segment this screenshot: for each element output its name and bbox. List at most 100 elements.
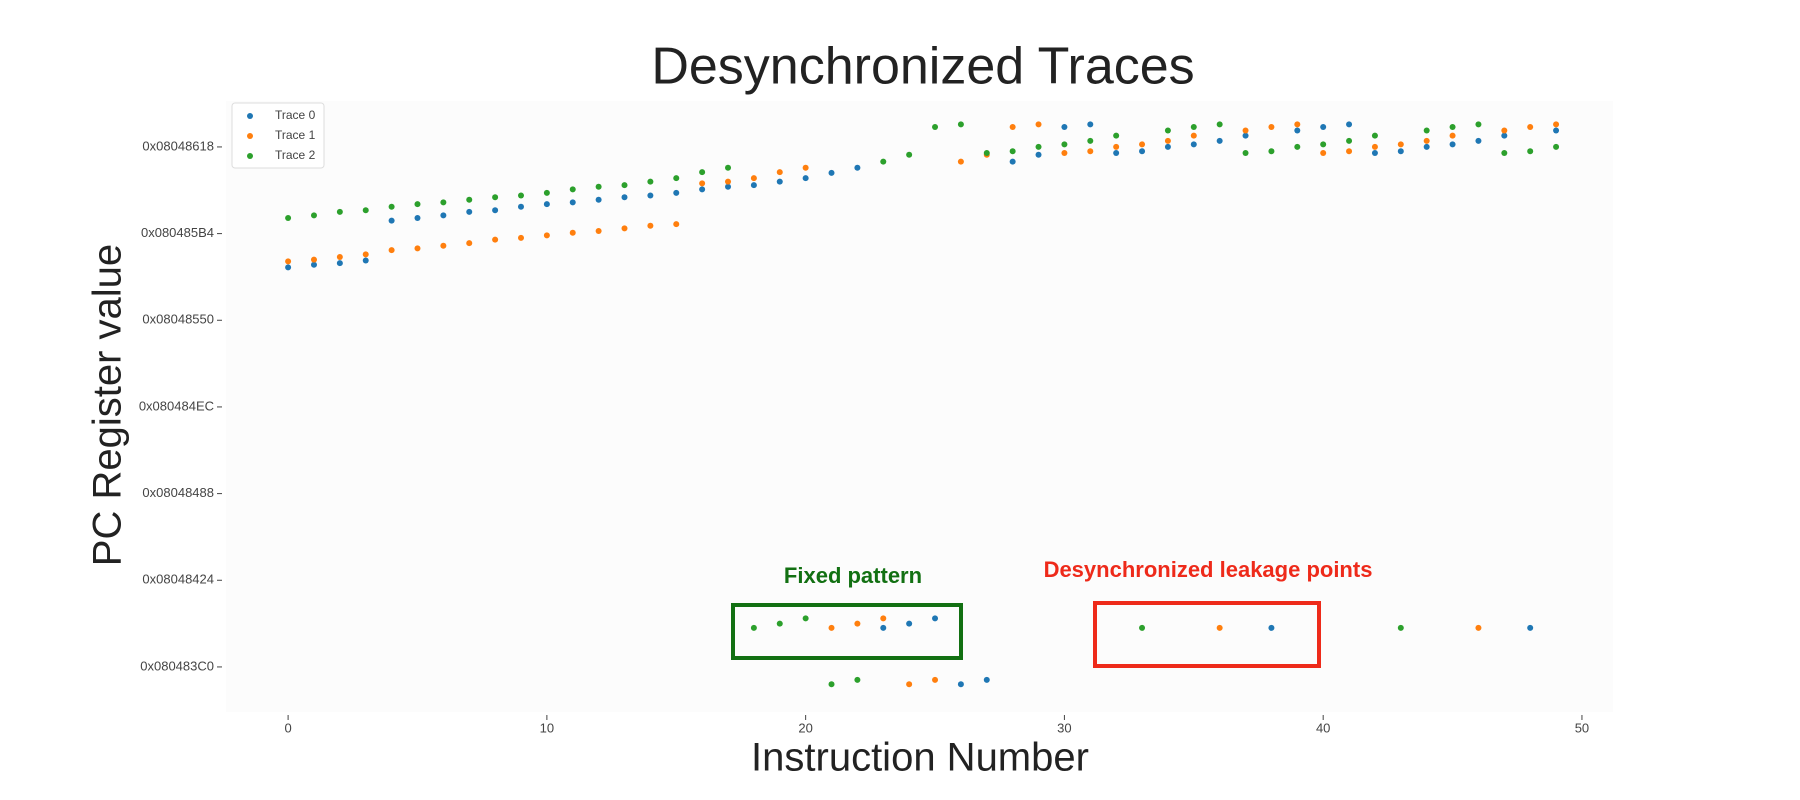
point	[517, 203, 524, 210]
point	[1527, 148, 1534, 155]
point	[388, 217, 395, 224]
point	[569, 229, 576, 236]
point	[1371, 150, 1378, 156]
point	[880, 158, 887, 165]
point	[595, 183, 602, 190]
point	[466, 196, 473, 203]
point	[983, 676, 990, 683]
point	[336, 260, 343, 267]
point	[414, 215, 421, 221]
point	[1009, 148, 1016, 155]
point	[957, 158, 964, 165]
point	[1164, 137, 1171, 144]
point	[932, 124, 939, 130]
point	[750, 175, 757, 182]
point	[725, 183, 732, 190]
x-tick-label: 20	[798, 720, 812, 735]
legend-box	[231, 102, 325, 169]
point	[1113, 143, 1120, 150]
point	[1423, 127, 1430, 134]
point	[492, 236, 499, 243]
point	[1423, 137, 1430, 144]
point	[725, 164, 732, 171]
point	[802, 175, 809, 182]
point	[362, 257, 369, 264]
point	[466, 240, 473, 247]
point	[1035, 151, 1042, 158]
point	[440, 199, 447, 206]
point	[828, 169, 835, 176]
point	[750, 182, 757, 189]
point	[336, 254, 343, 260]
point	[699, 180, 706, 187]
point	[1346, 121, 1353, 128]
point	[854, 620, 861, 627]
point	[1061, 141, 1068, 148]
point	[1009, 124, 1016, 130]
point	[621, 225, 628, 232]
point	[1164, 127, 1171, 134]
legend-label: Trace 0	[275, 108, 316, 122]
point	[880, 624, 887, 631]
x-tick-label: 40	[1316, 720, 1330, 735]
point	[492, 194, 499, 201]
point	[1294, 127, 1301, 134]
legend-marker	[247, 113, 253, 119]
point	[1242, 150, 1249, 156]
point	[1320, 141, 1327, 148]
point	[1139, 624, 1146, 631]
point	[673, 189, 680, 196]
point	[362, 207, 369, 214]
point	[1501, 127, 1508, 134]
point	[1139, 141, 1146, 148]
point	[906, 681, 913, 688]
point	[647, 192, 654, 199]
point	[1553, 121, 1560, 128]
point	[388, 203, 395, 210]
point	[1423, 143, 1430, 150]
point	[310, 256, 317, 263]
point	[1216, 137, 1223, 144]
point	[1449, 124, 1456, 130]
point	[1061, 124, 1068, 130]
point	[1087, 137, 1094, 144]
point	[1320, 124, 1327, 130]
point	[906, 151, 913, 158]
x-tick-label: 0	[284, 720, 291, 735]
point	[1035, 143, 1042, 150]
point	[310, 261, 317, 268]
point	[776, 169, 783, 176]
point	[1501, 150, 1508, 156]
point	[1475, 624, 1482, 631]
point	[621, 182, 628, 189]
point	[1009, 158, 1016, 165]
point	[699, 169, 706, 176]
x-tick-label: 50	[1575, 720, 1589, 735]
point	[854, 676, 861, 683]
point	[1190, 132, 1197, 139]
point	[1113, 132, 1120, 139]
point	[440, 242, 447, 249]
point	[1346, 148, 1353, 155]
point	[1164, 143, 1171, 150]
point	[543, 189, 550, 196]
point	[932, 676, 939, 683]
legend-label: Trace 2	[275, 148, 316, 162]
legend-marker	[247, 153, 253, 159]
annotation-box	[1093, 601, 1321, 668]
point	[1190, 141, 1197, 148]
point	[1061, 150, 1068, 156]
point	[1501, 132, 1508, 139]
point	[1449, 141, 1456, 148]
point	[1449, 132, 1456, 139]
point	[414, 201, 421, 208]
point	[1216, 121, 1223, 128]
point	[802, 615, 809, 622]
y-tick-label: 0x08048424	[142, 572, 214, 587]
point	[621, 194, 628, 201]
point	[932, 615, 939, 622]
point	[1527, 124, 1534, 130]
point	[569, 199, 576, 206]
point	[802, 164, 809, 171]
point	[1268, 124, 1275, 130]
